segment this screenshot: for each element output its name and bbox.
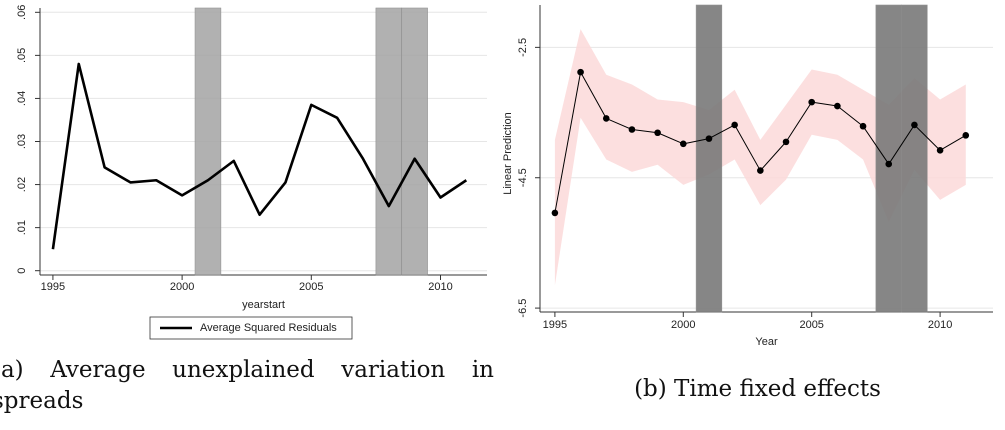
- legend-label: Average Squared Residuals: [200, 322, 337, 334]
- x-tick-label: 2005: [799, 319, 823, 331]
- caption: (b) Time fixed effects: [634, 376, 881, 402]
- y-tick-label: -2.5: [517, 38, 529, 57]
- point: [859, 122, 867, 130]
- x-axis-label: yearstart: [242, 299, 285, 311]
- point: [782, 138, 790, 146]
- y-tick-label: .02: [16, 177, 28, 192]
- y-tick-label: .01: [16, 220, 28, 235]
- point: [679, 140, 687, 148]
- x-tick-label: 1995: [41, 281, 65, 293]
- x-tick-label: 2005: [299, 281, 323, 293]
- point: [577, 68, 584, 76]
- point: [654, 129, 661, 137]
- point: [962, 132, 970, 139]
- point: [808, 98, 815, 106]
- caption: (a) Average unexplained variation in spr…: [0, 357, 494, 414]
- point: [757, 167, 764, 174]
- x-tick-label: 1995: [543, 319, 567, 331]
- x-tick-label: 2010: [928, 319, 952, 331]
- shaded-region: [695, 4, 723, 313]
- x-tick-label: 2010: [428, 281, 452, 293]
- confidence-band: [554, 29, 966, 286]
- y-tick-label: -6.5: [517, 299, 529, 318]
- point: [911, 121, 918, 129]
- y-tick-label: .03: [16, 134, 28, 149]
- line: [51, 62, 468, 250]
- point: [602, 115, 610, 122]
- point: [834, 102, 841, 110]
- y-tick-label: .06: [16, 5, 28, 20]
- shaded-region: [875, 4, 902, 313]
- x-tick-label: 2000: [671, 319, 695, 331]
- y-tick-label: .04: [16, 91, 28, 106]
- x-axis-label: Year: [755, 336, 778, 348]
- x-tick-label: 2000: [170, 281, 194, 293]
- legend-box: [149, 316, 353, 340]
- y-tick-label: -4.5: [517, 168, 529, 187]
- shaded-region: [401, 7, 428, 276]
- shaded-region: [375, 7, 403, 276]
- shaded-region: [194, 7, 222, 276]
- point: [628, 126, 636, 133]
- y-tick-label: .05: [16, 48, 28, 63]
- point: [885, 160, 893, 168]
- shaded-region: [901, 4, 928, 313]
- point: [705, 135, 713, 142]
- y-axis-label: Linear Prediction: [502, 112, 514, 195]
- y-tick-label: 0: [16, 268, 28, 274]
- point: [936, 147, 944, 154]
- point: [551, 209, 559, 217]
- point: [731, 121, 738, 129]
